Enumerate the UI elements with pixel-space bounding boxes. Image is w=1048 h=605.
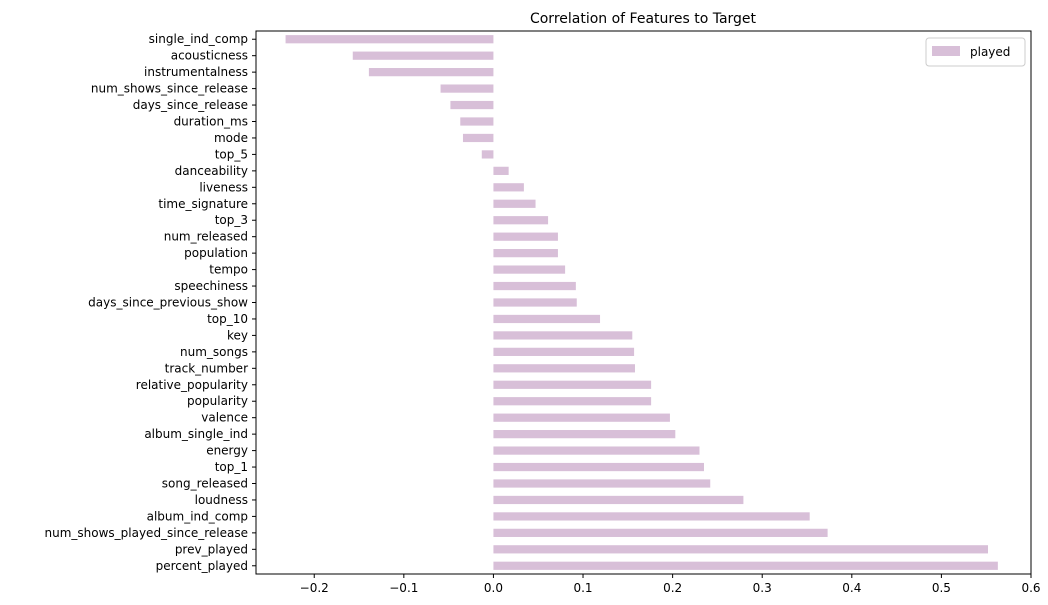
bar-percent_played	[493, 561, 998, 570]
y-axis: single_ind_comp acousticness instrumentaln…	[44, 32, 256, 573]
y-tick-label: popularity	[187, 394, 248, 408]
y-tick-label: speechiness	[174, 279, 248, 293]
bar-danceability	[493, 166, 509, 175]
bar-key	[493, 331, 633, 340]
bar-top_10	[493, 314, 601, 324]
y-tick-label: tempo	[209, 263, 248, 277]
bar-track_number	[493, 364, 635, 373]
y-tick-label: days_since_previous_show	[88, 296, 248, 310]
y-tick-label: mode	[214, 131, 248, 145]
y-tick-label: instrumentalness	[144, 65, 248, 79]
y-tick-label: population	[184, 246, 248, 260]
bar-num_shows_since_release	[440, 84, 494, 93]
bars-group	[285, 35, 998, 570]
chart-title: Correlation of Features to Target	[530, 11, 757, 27]
bar-top_3	[493, 216, 549, 225]
y-tick-label: loudness	[195, 493, 248, 507]
y-tick-label: relative_popularity	[136, 378, 248, 392]
bar-tempo	[493, 265, 566, 274]
x-tick-label: −0.2	[300, 581, 329, 595]
x-tick-label: 0.3	[753, 581, 772, 595]
y-tick-label: album_single_ind	[144, 427, 248, 441]
y-tick-label: prev_played	[175, 542, 248, 556]
legend-swatch	[932, 46, 960, 56]
y-tick-label: single_ind_comp	[149, 32, 248, 46]
y-tick-label: days_since_release	[133, 98, 248, 112]
bar-top_1	[493, 462, 704, 472]
bar-num_shows_played_since_release	[493, 528, 828, 537]
y-tick-label: top_1	[215, 460, 248, 474]
y-tick-label: song_released	[162, 477, 248, 491]
bar-song_released	[493, 479, 711, 488]
bar-liveness	[493, 183, 524, 192]
y-tick-label: danceability	[175, 164, 248, 178]
y-tick-label: track_number	[165, 361, 248, 375]
y-tick-label: energy	[206, 444, 248, 458]
bar-album_single_ind	[493, 430, 676, 439]
y-tick-label: time_signature	[158, 197, 248, 211]
x-tick-label: 0.2	[663, 581, 682, 595]
bar-mode	[462, 133, 494, 143]
legend-label: played	[970, 45, 1010, 59]
x-tick-label: 0.6	[1021, 581, 1040, 595]
bar-instrumentalness	[368, 68, 494, 77]
bar-speechiness	[493, 281, 576, 291]
x-tick-label: −0.1	[389, 581, 418, 595]
bar-duration_ms	[460, 117, 494, 126]
plot-frame	[255, 30, 1032, 575]
bar-album_ind_comp	[493, 512, 810, 521]
bar-relative_popularity	[493, 380, 652, 389]
y-tick-label: num_shows_since_release	[91, 82, 248, 96]
bar-population	[493, 249, 558, 258]
bar-popularity	[493, 397, 652, 406]
y-tick-label: top_3	[215, 213, 248, 227]
y-tick-label: num_released	[164, 230, 248, 244]
bar-loudness	[493, 495, 744, 505]
x-tick-label: 0.0	[484, 581, 503, 595]
bar-acousticness	[352, 51, 494, 60]
y-tick-label: top_10	[207, 312, 248, 326]
legend-box	[925, 37, 1026, 67]
y-tick-label: album_ind_comp	[147, 509, 248, 523]
y-tick-label: key	[227, 328, 248, 342]
bar-top_5	[481, 150, 494, 159]
bar-days_since_previous_show	[493, 298, 577, 307]
bar-single_ind_comp	[285, 35, 494, 44]
y-tick-label: acousticness	[171, 49, 248, 63]
y-tick-label: liveness	[199, 180, 248, 194]
bar-num_released	[493, 232, 558, 241]
x-tick-label: 0.1	[573, 581, 592, 595]
bar-valence	[493, 413, 670, 422]
y-tick-label: num_shows_played_since_release	[44, 526, 248, 540]
y-tick-label: top_5	[215, 147, 248, 161]
y-tick-label: duration_ms	[174, 115, 248, 129]
x-tick-label: 0.4	[842, 581, 861, 595]
x-tick-label: 0.5	[932, 581, 951, 595]
y-tick-label: valence	[201, 411, 248, 425]
bar-prev_played	[493, 545, 988, 554]
legend: played	[925, 37, 1026, 67]
x-axis: −0.2 −0.1 0.0 0.1 0.2 0.3 0.4 0.5 0.6	[300, 574, 1041, 595]
bar-num_songs	[493, 347, 635, 356]
y-tick-label: percent_played	[156, 559, 248, 573]
bar-time_signature	[493, 199, 536, 208]
y-tick-label: num_songs	[180, 345, 248, 359]
bar-days_since_release	[450, 100, 494, 110]
bar-energy	[493, 446, 700, 455]
